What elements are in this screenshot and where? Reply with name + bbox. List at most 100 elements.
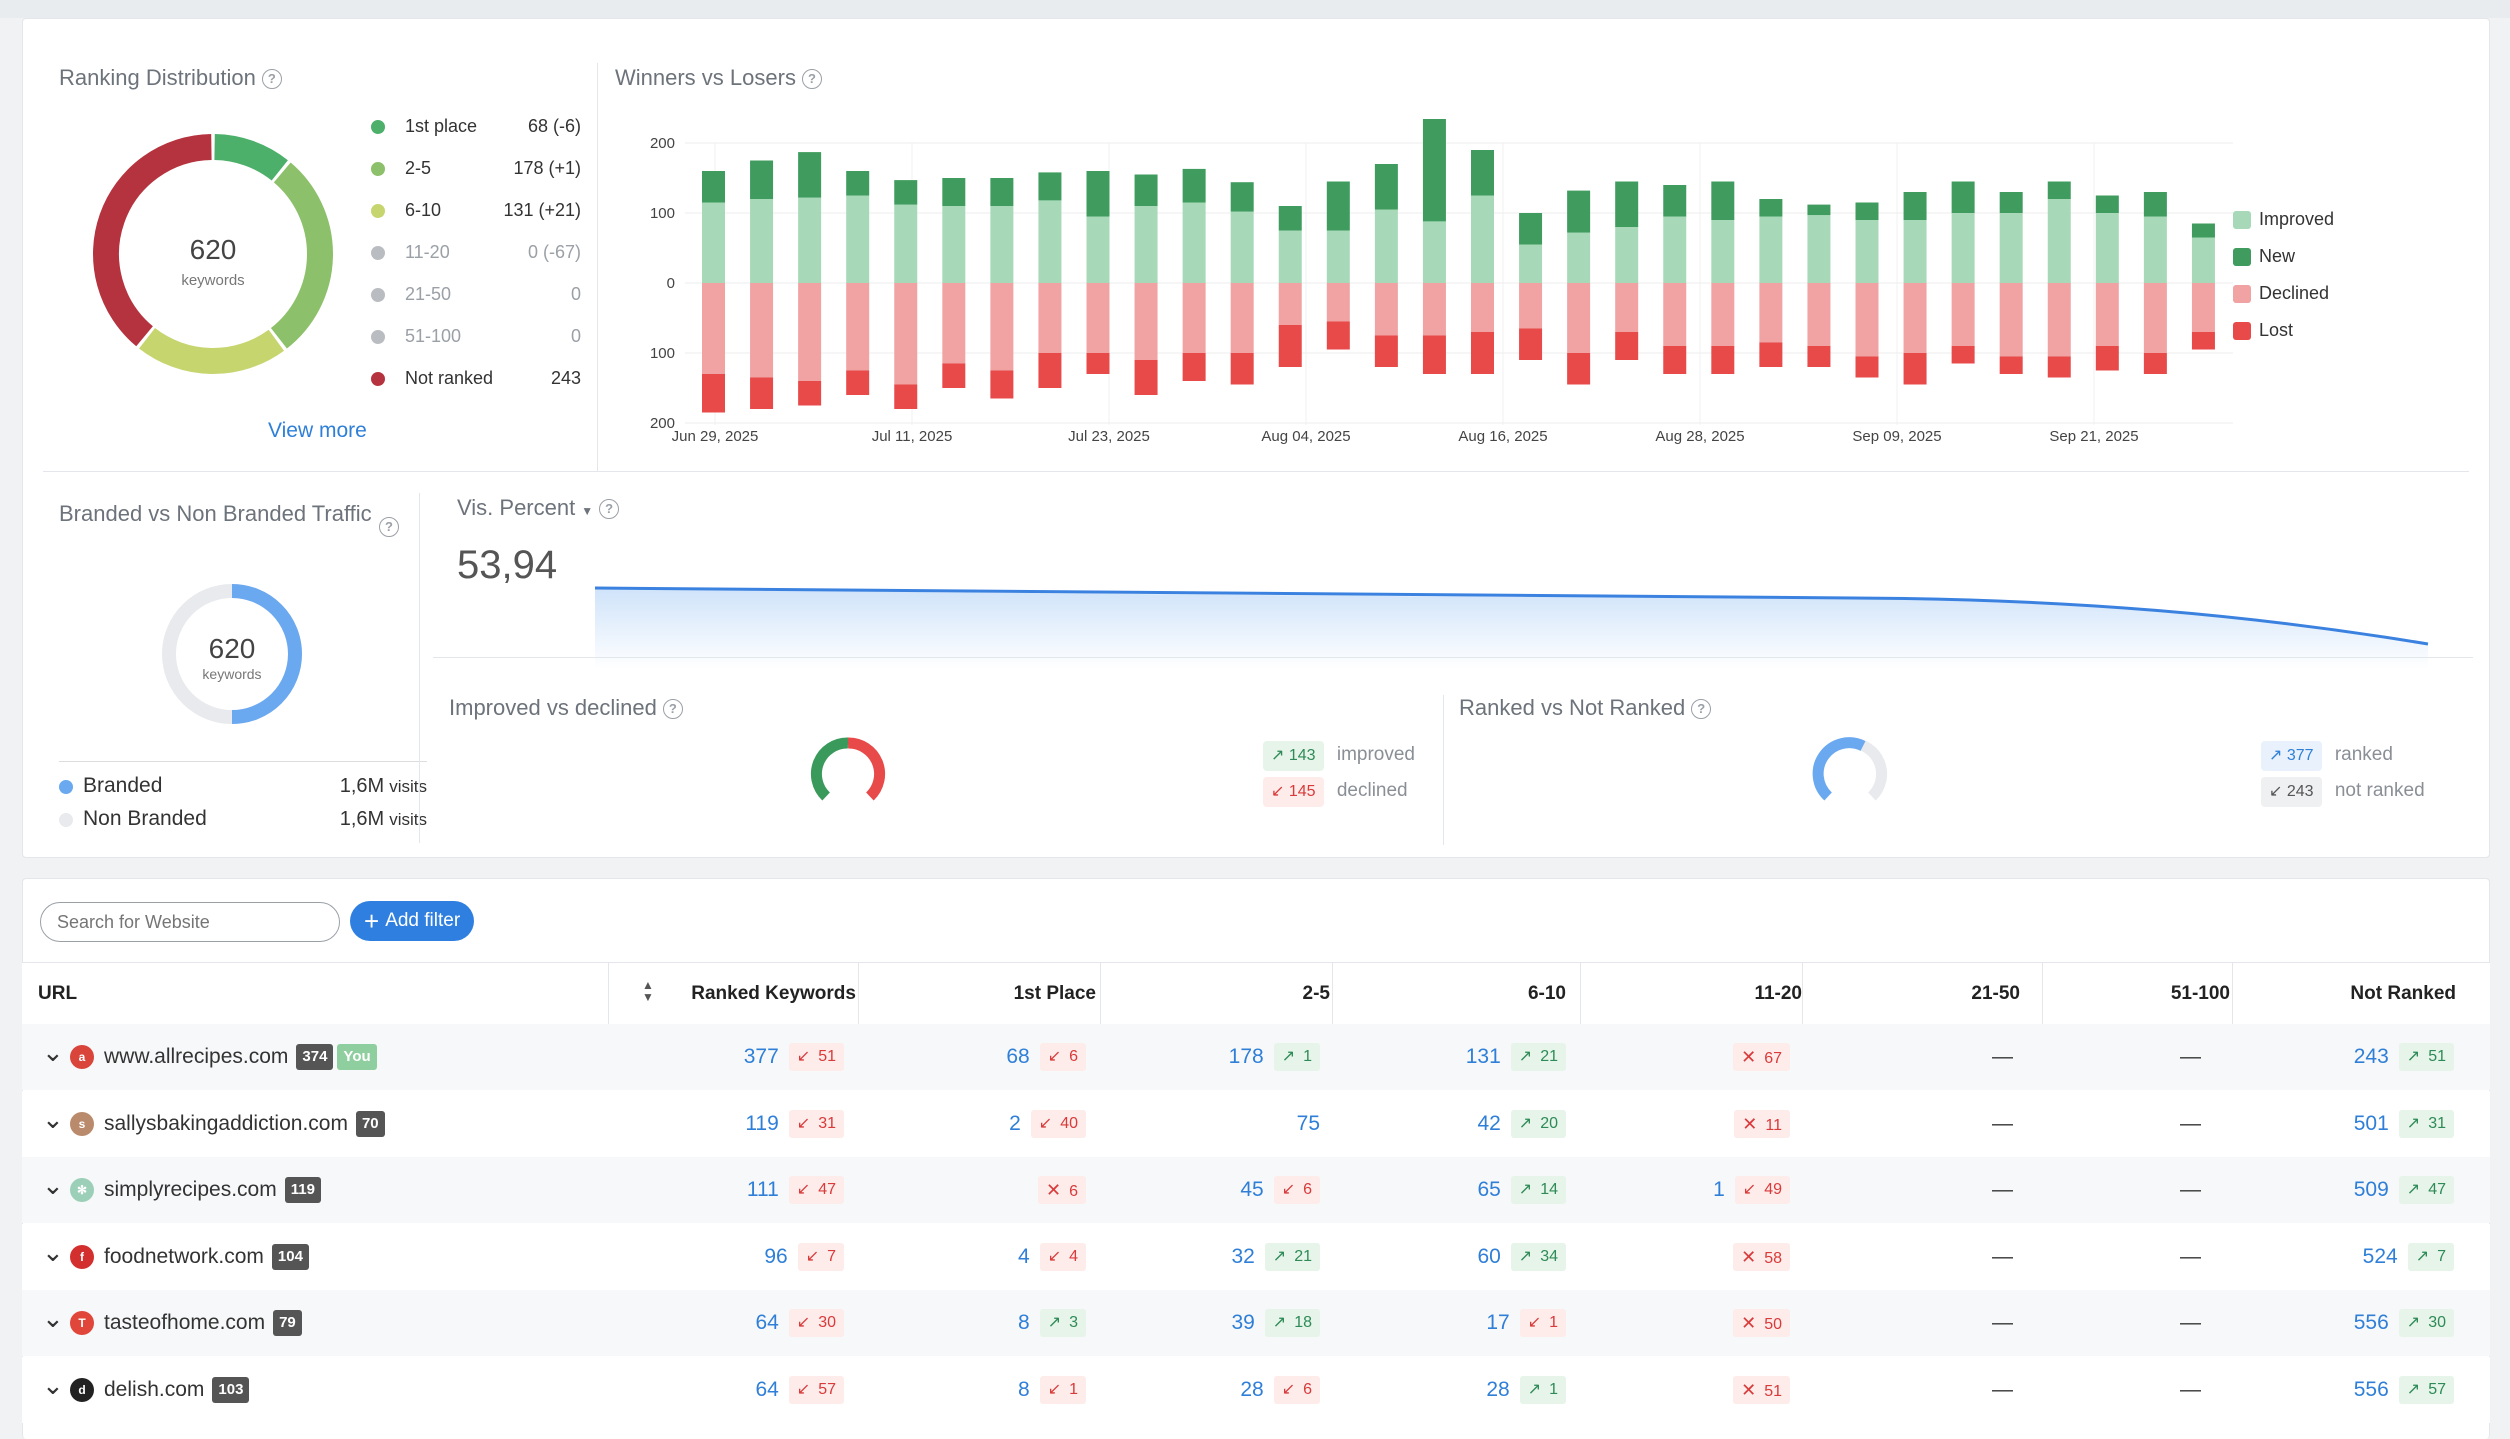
expand-chevron-icon[interactable]: ⌄ <box>42 1369 64 1400</box>
cell-c1120[interactable]: ✕ 11 <box>1724 1091 1790 1157</box>
cell-c25[interactable]: 32 ↗ 21 <box>1231 1224 1320 1290</box>
arrow-down-icon: ↙ <box>796 1181 811 1199</box>
expand-chevron-icon[interactable]: ⌄ <box>42 1303 64 1333</box>
bar-lost <box>798 381 822 406</box>
cell-c1120[interactable]: ✕ 58 <box>1723 1224 1790 1290</box>
help-icon[interactable]: ? <box>662 699 683 720</box>
cell-not-ranked[interactable]: 556 ↗ 30 <box>2354 1290 2454 1356</box>
cell-c1120[interactable]: 1 ↙ 49 <box>1713 1157 1790 1223</box>
search-website-input[interactable] <box>55 911 319 934</box>
cell-not-ranked[interactable]: 524 ↗ 7 <box>2363 1224 2454 1290</box>
bar-declined <box>702 283 725 374</box>
site-url[interactable]: delish.com <box>104 1377 205 1401</box>
cell-c610[interactable]: 28 ↗ 1 <box>1486 1357 1566 1423</box>
cell-ranked[interactable]: 96 ↙ 7 <box>764 1224 844 1290</box>
help-icon[interactable]: ? <box>379 517 399 537</box>
cell-c25[interactable]: 75 <box>1297 1091 1320 1157</box>
change-value: 18 <box>1294 1314 1312 1332</box>
legend-item[interactable]: New <box>2233 246 2295 267</box>
help-icon[interactable]: ? <box>599 499 620 520</box>
sort-icon[interactable]: ▲ ▼ <box>642 978 654 1004</box>
cell-value: 64 <box>755 1311 779 1334</box>
bar-new <box>702 171 725 203</box>
col-1st-place[interactable]: 1st Place <box>1013 983 1096 1004</box>
cell-c25[interactable]: 178 ↗ 1 <box>1229 1024 1320 1090</box>
site-url[interactable]: foodnetwork.com <box>104 1244 264 1268</box>
cell-not-ranked[interactable]: 556 ↗ 57 <box>2354 1357 2454 1423</box>
bar-declined <box>942 283 966 364</box>
col-51-100[interactable]: 51-100 <box>2170 983 2230 1004</box>
cell-ranked[interactable]: 64 ↙ 30 <box>755 1290 844 1356</box>
expand-chevron-icon[interactable]: ⌄ <box>42 1170 64 1200</box>
expand-chevron-icon[interactable]: ⌄ <box>42 1236 64 1267</box>
table-row[interactable]: ⌄ s sallysbakingaddiction.com 70 119 ↙ 31 2 ↙ 40 7… <box>22 1090 2490 1157</box>
cell-not-ranked[interactable]: 509 ↗ 47 <box>2354 1157 2454 1223</box>
site-url[interactable]: www.allrecipes.com <box>104 1045 289 1068</box>
cell-not-ranked[interactable]: 501 ↗ 31 <box>2354 1091 2454 1157</box>
table-row[interactable]: ⌄ f foodnetwork.com 104 96 ↙ 7 4 ↙ 4 32 ↗ 21 60 ↗ 34 ✕ 58… <box>22 1223 2490 1290</box>
cell-c25[interactable]: 28 ↙ 6 <box>1240 1357 1320 1423</box>
cell-c1120[interactable]: ✕ 67 <box>1723 1024 1790 1090</box>
help-icon[interactable]: ? <box>261 69 282 90</box>
change-value: 47 <box>818 1181 836 1199</box>
cell-ranked[interactable]: 377 ↙ 51 <box>744 1024 844 1090</box>
legend-item[interactable]: Declined <box>2233 283 2329 304</box>
expand-chevron-icon[interactable]: ⌄ <box>42 1103 64 1134</box>
legend-item[interactable]: Lost <box>2233 320 2293 341</box>
table-row[interactable]: ⌄ a www.allrecipes.com 374 You 377 ↙ 51 68 ↙ 6 178 ↗… <box>22 1024 2490 1090</box>
cell-first[interactable]: 8 ↙ 1 <box>1018 1357 1086 1423</box>
cell-c610[interactable]: 17 ↙ 1 <box>1486 1290 1566 1356</box>
add-filter-button[interactable]: + Add filter <box>350 901 475 941</box>
cell-ranked[interactable]: 64 ↙ 57 <box>755 1357 844 1423</box>
legend-label: Declined <box>2259 283 2330 303</box>
legend-label: 11-20 <box>405 242 450 262</box>
cell-first[interactable]: 2 ↙ 40 <box>1009 1091 1086 1157</box>
ranked-stat: ↗ 377 ranked <box>2261 741 2393 771</box>
col-url[interactable]: URL <box>38 983 78 1004</box>
cell-51-100: — <box>2180 1045 2201 1068</box>
cell-first[interactable]: 68 ↙ 6 <box>1006 1024 1086 1090</box>
site-url[interactable]: sallysbakingaddiction.com <box>104 1111 348 1135</box>
cell-c610[interactable]: 42 ↗ 20 <box>1477 1091 1566 1157</box>
help-icon[interactable]: ? <box>1691 699 1712 720</box>
cell-value: 32 <box>1231 1244 1255 1268</box>
cell-ranked[interactable]: 111 ↙ 47 <box>747 1157 844 1223</box>
cell-c25[interactable]: 45 ↙ 6 <box>1240 1157 1320 1223</box>
cell-c1120[interactable]: ✕ 50 <box>1723 1290 1790 1356</box>
expand-chevron-icon[interactable]: ⌄ <box>42 1037 64 1067</box>
help-icon[interactable]: ? <box>801 69 822 90</box>
legend-item[interactable]: Improved <box>2233 209 2334 230</box>
col-not-ranked[interactable]: Not Ranked <box>2350 983 2456 1004</box>
cell-not-ranked[interactable]: 243 ↗ 51 <box>2354 1024 2454 1090</box>
cell-first[interactable]: 8 ↗ 3 <box>1018 1290 1086 1356</box>
cell-value: 64 <box>755 1377 779 1401</box>
cell-first[interactable]: 4 ↙ 4 <box>1018 1224 1086 1290</box>
change-value: 21 <box>1540 1048 1558 1066</box>
cell-value: 2 <box>1009 1111 1021 1135</box>
bar-lost <box>1134 360 1158 395</box>
col-sep <box>1100 963 1101 1025</box>
table-row[interactable]: ⌄ d delish.com 103 64 ↙ 57 8 ↙ 1 28 ↙ 6 28 ↗ 1 ✕ 51— —556 ↗… <box>22 1356 2490 1423</box>
bar-declined <box>2095 283 2119 346</box>
view-more-link[interactable]: View more <box>268 419 367 442</box>
cell-c25[interactable]: 39 ↗ 18 <box>1231 1290 1320 1356</box>
col-6-10[interactable]: 6-10 <box>1527 983 1566 1004</box>
cell-c610[interactable]: 60 ↗ 34 <box>1477 1224 1566 1290</box>
cell-c1120[interactable]: ✕ 51 <box>1723 1357 1790 1423</box>
cell-ranked[interactable]: 119 ↙ 31 <box>745 1091 844 1157</box>
cell-c610[interactable]: 65 ↗ 14 <box>1477 1157 1566 1223</box>
col-11-20[interactable]: 11-20 <box>1754 983 1802 1004</box>
col-2-5[interactable]: 2-5 <box>1302 983 1330 1004</box>
site-url[interactable]: tasteofhome.com <box>104 1311 266 1334</box>
site-url[interactable]: simplyrecipes.com <box>104 1178 277 1201</box>
table-row[interactable]: ⌄ ✻ simplyrecipes.com 119 111 ↙ 47 ✕ 6 45 ↙ 6 65 ↗ 14 1… <box>22 1157 2490 1223</box>
cell-first[interactable]: ✕ 6 <box>1028 1157 1086 1223</box>
vis-percent-dropdown[interactable]: Vis. Percent ▼? <box>457 495 620 521</box>
search-website-input-wrap[interactable] <box>40 902 340 942</box>
badge-value: 104 <box>277 1247 303 1265</box>
col-21-50[interactable]: 21-50 <box>1971 983 2020 1004</box>
bar-declined <box>1471 283 1494 332</box>
col-ranked-keywords[interactable]: Ranked Keywords <box>691 983 856 1004</box>
cell-c610[interactable]: 131 ↗ 21 <box>1466 1024 1566 1090</box>
